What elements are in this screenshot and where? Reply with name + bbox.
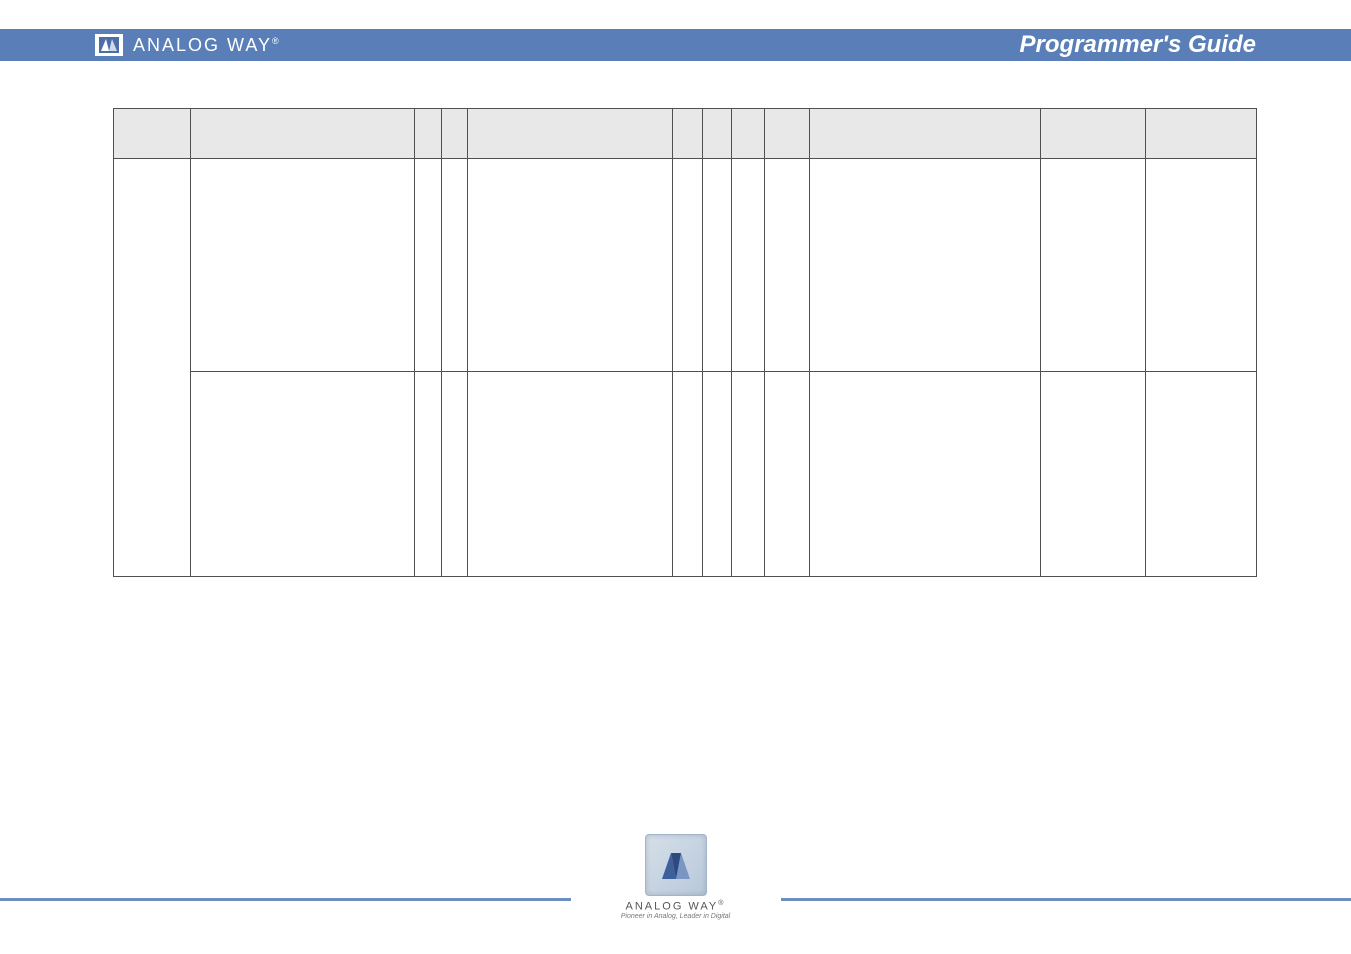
table-cell bbox=[1145, 159, 1256, 372]
table-header-cell bbox=[673, 109, 702, 159]
page-title: Programmer's Guide bbox=[1020, 31, 1256, 59]
table-header-cell bbox=[731, 109, 764, 159]
table-header-cell bbox=[702, 109, 731, 159]
table-header-cell bbox=[1145, 109, 1256, 159]
table-cell bbox=[441, 372, 467, 577]
spec-table bbox=[113, 108, 1257, 577]
footer-brand-name: ANALOG WAY® bbox=[576, 900, 776, 913]
brand-name: ANALOG WAY® bbox=[133, 35, 281, 56]
table-header-cell bbox=[415, 109, 441, 159]
table-cell bbox=[1041, 372, 1145, 577]
table-cell bbox=[702, 372, 731, 577]
register-mark: ® bbox=[272, 36, 281, 46]
table-cell bbox=[468, 372, 673, 577]
table-cell bbox=[415, 159, 441, 372]
table-header-cell bbox=[809, 109, 1041, 159]
table-cell bbox=[441, 159, 467, 372]
table-cell bbox=[765, 372, 810, 577]
table-cell bbox=[809, 372, 1041, 577]
table-cell bbox=[1145, 372, 1256, 577]
table-cell bbox=[415, 372, 441, 577]
table-header-cell bbox=[468, 109, 673, 159]
table-row bbox=[114, 159, 1257, 372]
table-cell bbox=[190, 372, 415, 577]
table-header-cell bbox=[190, 109, 415, 159]
table-cell bbox=[190, 159, 415, 372]
table-cell bbox=[731, 372, 764, 577]
table-cell bbox=[765, 159, 810, 372]
table-header bbox=[114, 109, 1257, 159]
table-cell bbox=[731, 159, 764, 372]
table bbox=[113, 108, 1257, 577]
table-cell bbox=[673, 159, 702, 372]
table-cell bbox=[702, 159, 731, 372]
table-cell bbox=[114, 159, 191, 577]
footer-logo-icon bbox=[645, 834, 707, 896]
table-cell bbox=[809, 159, 1041, 372]
footer-line-right bbox=[781, 898, 1351, 901]
footer: ANALOG WAY® Pioneer in Analog, Leader in… bbox=[0, 820, 1351, 920]
register-mark: ® bbox=[718, 900, 725, 907]
table-cell bbox=[673, 372, 702, 577]
table-header-cell bbox=[765, 109, 810, 159]
footer-line-left bbox=[0, 898, 571, 901]
footer-logo-block: ANALOG WAY® Pioneer in Analog, Leader in… bbox=[576, 834, 776, 920]
table-cell bbox=[468, 159, 673, 372]
table-cell bbox=[1041, 159, 1145, 372]
table-header-cell bbox=[1041, 109, 1145, 159]
table-header-cell bbox=[441, 109, 467, 159]
table-row bbox=[114, 372, 1257, 577]
header-bar: ANALOG WAY® Programmer's Guide bbox=[0, 29, 1351, 61]
header-brand-block: ANALOG WAY® bbox=[95, 34, 281, 56]
brand-logo-icon bbox=[95, 34, 123, 56]
table-header-cell bbox=[114, 109, 191, 159]
footer-tagline: Pioneer in Analog, Leader in Digital bbox=[576, 913, 776, 920]
